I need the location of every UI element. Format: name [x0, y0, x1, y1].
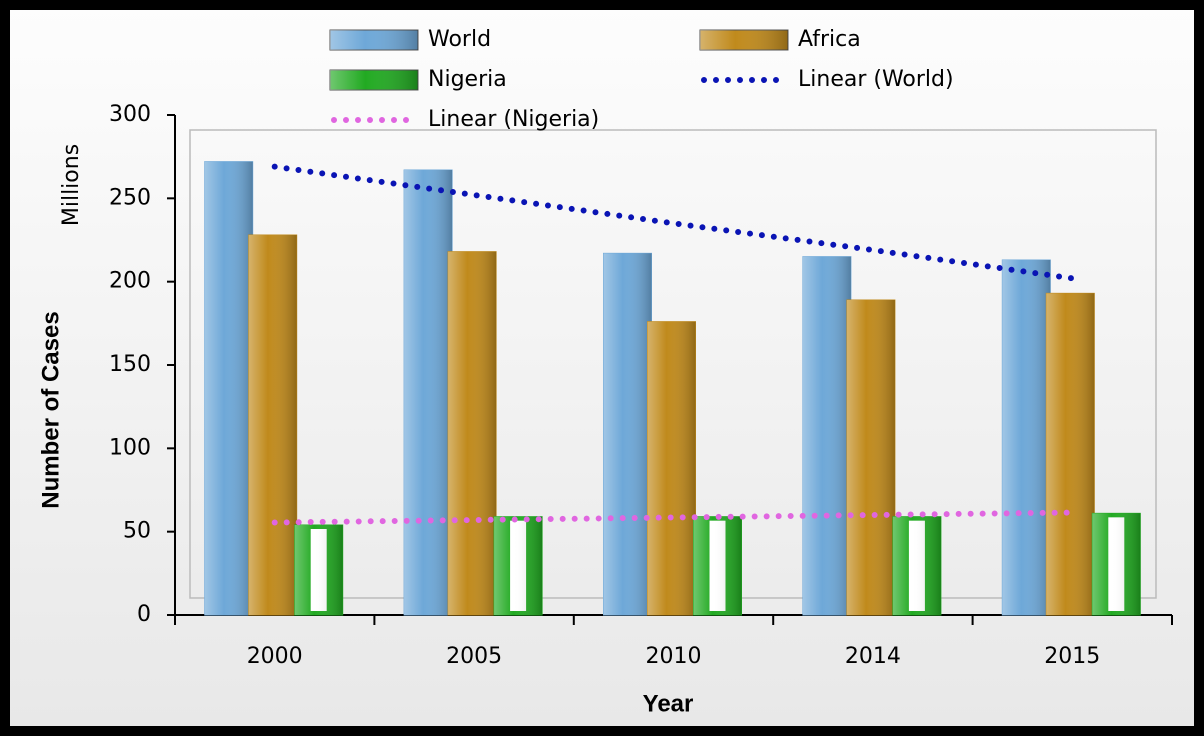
x-tick-label: 2010 [646, 644, 702, 669]
bar-shade [404, 170, 453, 615]
legend-label: Africa [798, 27, 861, 52]
y-tick-label: 100 [109, 435, 151, 460]
legend-label: Linear (World) [798, 67, 954, 92]
bar-shade [846, 300, 895, 615]
y-tick-label: 300 [109, 102, 151, 127]
legend-label: World [428, 27, 491, 52]
bar-shade [693, 516, 742, 615]
trend-line [271, 163, 1076, 282]
legend-swatch-shade [700, 30, 788, 50]
x-tick-label: 2014 [845, 644, 901, 669]
legend-swatch-shade [330, 30, 418, 50]
x-tick-label: 2015 [1044, 644, 1100, 669]
legend-swatch-shade [330, 70, 418, 90]
bar-shade [1092, 513, 1141, 615]
trend-line [271, 509, 1076, 526]
bar-shade [204, 161, 253, 615]
y-tick-label: 0 [137, 602, 151, 627]
bar-shade [603, 253, 652, 616]
y-tick-label: 250 [109, 185, 151, 210]
y-unit-label: Millions [59, 144, 84, 226]
y-tick-label: 50 [123, 519, 151, 544]
bar-shade [448, 251, 497, 615]
legend-label: Linear (Nigeria) [428, 107, 599, 132]
y-tick-label: 150 [109, 352, 151, 377]
bar-shade [494, 516, 543, 615]
bar-shade [647, 321, 696, 615]
bar-shade [892, 516, 941, 615]
bar-shade [802, 256, 851, 615]
bar-shade [294, 525, 343, 615]
x-tick-label: 2005 [446, 644, 502, 669]
bar-shade [1046, 293, 1095, 615]
bar-shade [248, 235, 297, 615]
y-tick-label: 200 [109, 269, 151, 294]
bar-shade [1002, 260, 1051, 615]
x-axis-title: Year [643, 690, 694, 717]
x-tick-label: 2000 [247, 644, 303, 669]
legend-label: Nigeria [428, 67, 507, 92]
y-axis-title: Number of Cases [37, 311, 64, 508]
